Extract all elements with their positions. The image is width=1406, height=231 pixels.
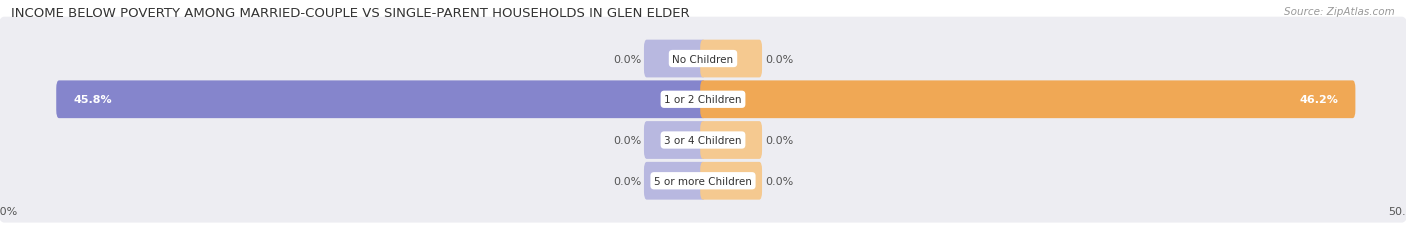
- FancyBboxPatch shape: [56, 81, 706, 119]
- Text: Source: ZipAtlas.com: Source: ZipAtlas.com: [1284, 7, 1395, 17]
- Text: 5 or more Children: 5 or more Children: [654, 176, 752, 186]
- FancyBboxPatch shape: [700, 81, 1355, 119]
- FancyBboxPatch shape: [700, 122, 762, 159]
- FancyBboxPatch shape: [644, 162, 706, 200]
- Text: 0.0%: 0.0%: [765, 54, 793, 64]
- Text: 3 or 4 Children: 3 or 4 Children: [664, 135, 742, 145]
- FancyBboxPatch shape: [644, 122, 706, 159]
- FancyBboxPatch shape: [700, 40, 762, 78]
- FancyBboxPatch shape: [0, 18, 1406, 101]
- FancyBboxPatch shape: [0, 58, 1406, 142]
- FancyBboxPatch shape: [700, 162, 762, 200]
- FancyBboxPatch shape: [644, 40, 706, 78]
- Text: 0.0%: 0.0%: [613, 54, 641, 64]
- Text: 46.2%: 46.2%: [1299, 95, 1339, 105]
- FancyBboxPatch shape: [0, 139, 1406, 223]
- Text: 0.0%: 0.0%: [613, 176, 641, 186]
- Text: No Children: No Children: [672, 54, 734, 64]
- Text: 0.0%: 0.0%: [765, 135, 793, 145]
- Text: INCOME BELOW POVERTY AMONG MARRIED-COUPLE VS SINGLE-PARENT HOUSEHOLDS IN GLEN EL: INCOME BELOW POVERTY AMONG MARRIED-COUPL…: [11, 7, 690, 20]
- Text: 0.0%: 0.0%: [765, 176, 793, 186]
- Text: 45.8%: 45.8%: [73, 95, 111, 105]
- Text: 1 or 2 Children: 1 or 2 Children: [664, 95, 742, 105]
- FancyBboxPatch shape: [0, 99, 1406, 182]
- Text: 0.0%: 0.0%: [613, 135, 641, 145]
